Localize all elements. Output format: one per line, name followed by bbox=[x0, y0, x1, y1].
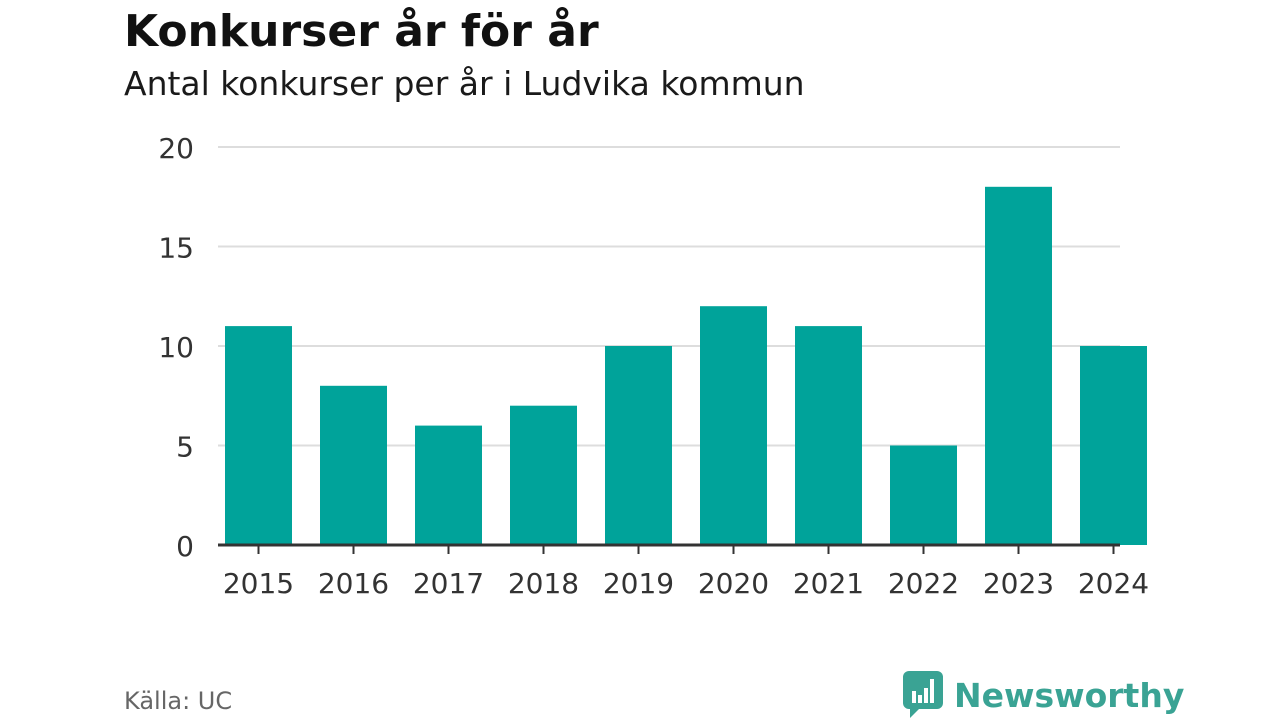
bar bbox=[225, 326, 292, 545]
x-tick-label: 2024 bbox=[1078, 567, 1149, 600]
bar bbox=[890, 445, 957, 545]
bar bbox=[320, 385, 387, 545]
x-tick-label: 2018 bbox=[508, 567, 579, 600]
y-tick-label: 5 bbox=[176, 431, 194, 464]
chart-subtitle: Antal konkurser per år i Ludvika kommun bbox=[124, 64, 805, 103]
x-tick-label: 2023 bbox=[983, 567, 1054, 600]
source-note: Källa: UC bbox=[124, 687, 233, 715]
y-tick-label: 0 bbox=[176, 530, 194, 563]
bar bbox=[700, 306, 767, 545]
x-tick-label: 2015 bbox=[223, 567, 294, 600]
chart-title: Konkurser år för år bbox=[124, 6, 599, 57]
x-tick-label: 2019 bbox=[603, 567, 674, 600]
bar bbox=[415, 425, 482, 545]
x-tick-label: 2022 bbox=[888, 567, 959, 600]
bar bbox=[985, 186, 1052, 546]
brand-name: Newsworthy bbox=[954, 675, 1185, 715]
bar bbox=[795, 326, 862, 545]
y-tick-label: 10 bbox=[158, 331, 194, 364]
x-tick-label: 2021 bbox=[793, 567, 864, 600]
newsworthy-logo: Newsworthy bbox=[902, 670, 1184, 720]
bar bbox=[1080, 346, 1147, 545]
y-tick-label: 15 bbox=[158, 232, 194, 265]
bar bbox=[605, 346, 672, 545]
x-tick-label: 2017 bbox=[413, 567, 484, 600]
x-tick-label: 2016 bbox=[318, 567, 389, 600]
x-tick-label: 2020 bbox=[698, 567, 769, 600]
newsworthy-bar-icon bbox=[903, 671, 943, 718]
y-tick-label: 20 bbox=[158, 132, 194, 165]
bar bbox=[510, 405, 577, 545]
